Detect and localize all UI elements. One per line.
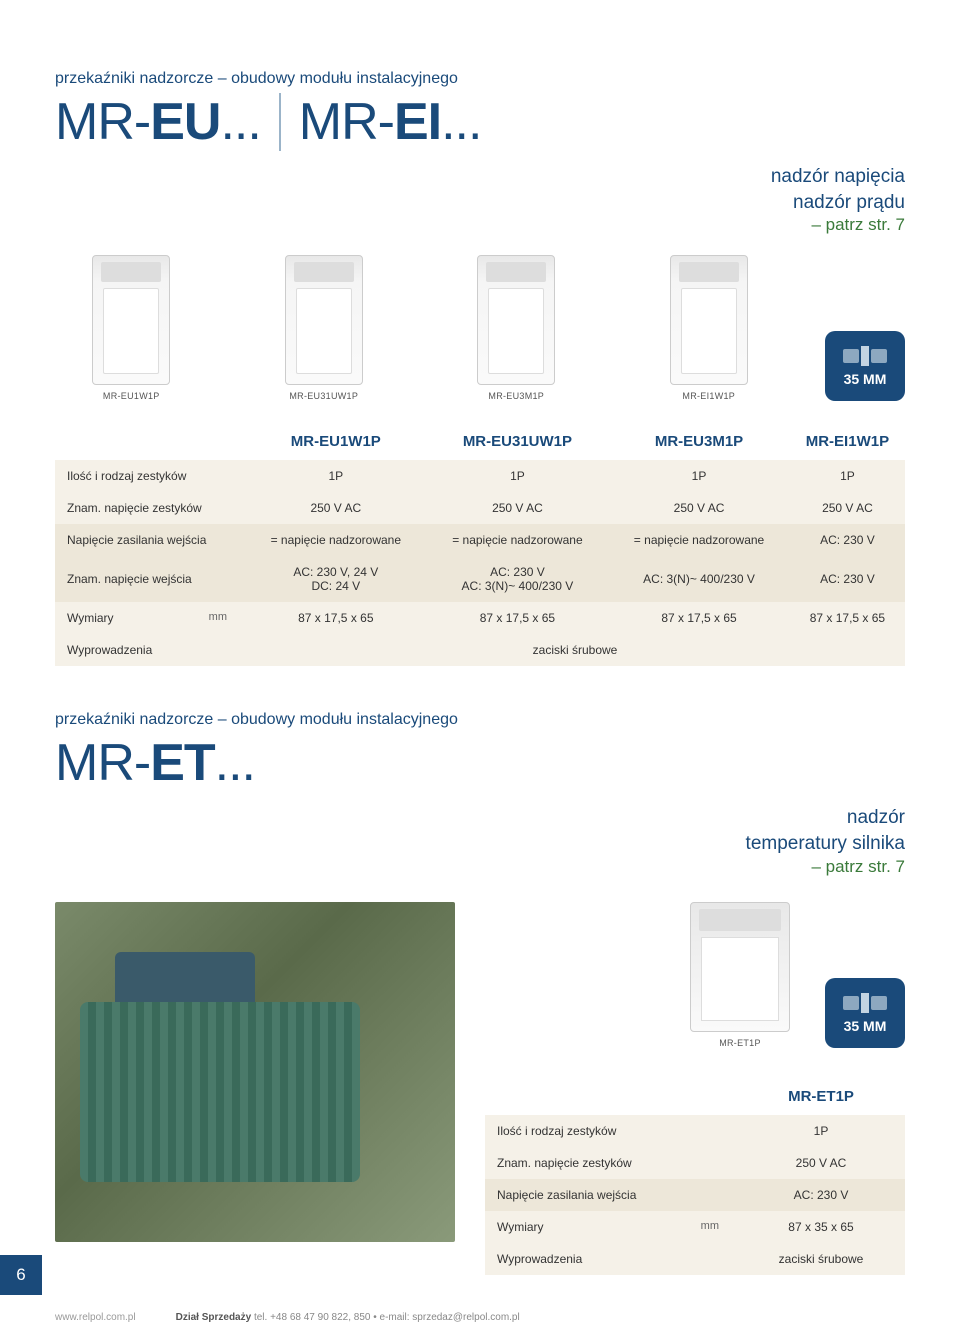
- product-label: MR-EU3M1P: [440, 391, 593, 401]
- rail-icon: [840, 345, 890, 367]
- product-slot: MR-EU1W1P: [55, 255, 208, 401]
- section-2-category: przekaźniki nadzorcze – obudowy modułu i…: [55, 711, 905, 729]
- section-1-headline: MR-EU... MR-EI...: [55, 92, 905, 152]
- size-badge-text: 35 MM: [844, 1018, 887, 1034]
- motor-photo: [55, 902, 455, 1242]
- product-image: [285, 255, 363, 385]
- section-2-spec-table: MR-ET1P Ilość i rodzaj zestyków1PZnam. n…: [485, 1078, 905, 1275]
- section-1-spec-table: MR-EU1W1P MR-EU31UW1P MR-EU3M1P MR-EI1W1…: [55, 423, 905, 666]
- table-row: Wymiarymm87 x 17,5 x 6587 x 17,5 x 6587 …: [55, 602, 905, 634]
- footer-url: www.relpol.com.pl: [55, 1312, 136, 1323]
- section-2-headline: MR-ET...: [55, 733, 905, 793]
- table-row: Znam. napięcie wejściaAC: 230 V, 24 VDC:…: [55, 556, 905, 602]
- model-mr-et: MR-ET...: [55, 733, 255, 793]
- headline-divider: [279, 93, 281, 151]
- product-image: [690, 902, 790, 1032]
- section-1-category: przekaźniki nadzorcze – obudowy modułu i…: [55, 70, 905, 88]
- product-image: [670, 255, 748, 385]
- product-slot: MR-EI1W1P: [633, 255, 786, 401]
- page-number: 6: [0, 1255, 42, 1295]
- table-row: Napięcie zasilania wejścia= napięcie nad…: [55, 524, 905, 556]
- section-2-product-row: MR-ET1P 35 MM: [485, 902, 905, 1048]
- table-row: Ilość i rodzaj zestyków1P1P1P1P: [55, 460, 905, 492]
- page-footer: www.relpol.com.pl Dział Sprzedaży tel. +…: [55, 1312, 905, 1323]
- section-1-features: nadzór napięcia nadzór prądu – patrz str…: [55, 164, 905, 235]
- product-image: [477, 255, 555, 385]
- col-header: MR-EU31UW1P: [427, 423, 609, 460]
- section-2-features: nadzór temperatury silnika – patrz str. …: [55, 805, 905, 876]
- section-1-product-row: MR-EU1W1P MR-EU31UW1P MR-EU3M1P MR-EI1W1…: [55, 255, 905, 401]
- product-slot: MR-EU31UW1P: [248, 255, 401, 401]
- rail-icon: [840, 992, 890, 1014]
- table-row: Znam. napięcie zestyków250 V AC: [485, 1147, 905, 1179]
- col-header: MR-EI1W1P: [790, 423, 905, 460]
- product-label: MR-ET1P: [690, 1038, 790, 1048]
- product-label: MR-EU31UW1P: [248, 391, 401, 401]
- size-badge: 35 MM: [825, 331, 905, 401]
- table-row: Znam. napięcie zestyków250 V AC250 V AC2…: [55, 492, 905, 524]
- table-row: Wymiarymm87 x 35 x 65: [485, 1211, 905, 1243]
- product-label: MR-EI1W1P: [633, 391, 786, 401]
- product-slot: MR-EU3M1P: [440, 255, 593, 401]
- product-image: [92, 255, 170, 385]
- size-badge-text: 35 MM: [844, 371, 887, 387]
- model-mr-eu: MR-EU...: [55, 92, 261, 152]
- table-row: Wyprowadzeniazaciski śrubowe: [485, 1243, 905, 1275]
- table-row: Wyprowadzeniazaciski śrubowe: [55, 634, 905, 666]
- product-label: MR-EU1W1P: [55, 391, 208, 401]
- footer-contact: Dział Sprzedaży tel. +48 68 47 90 822, 8…: [176, 1312, 520, 1323]
- col-header: MR-EU3M1P: [608, 423, 790, 460]
- table-row: Napięcie zasilania wejściaAC: 230 V: [485, 1179, 905, 1211]
- table-row: Ilość i rodzaj zestyków1P: [485, 1115, 905, 1147]
- model-mr-ei: MR-EI...: [299, 92, 482, 152]
- col-header: MR-EU1W1P: [245, 423, 427, 460]
- col-header: MR-ET1P: [737, 1078, 905, 1115]
- size-badge: 35 MM: [825, 978, 905, 1048]
